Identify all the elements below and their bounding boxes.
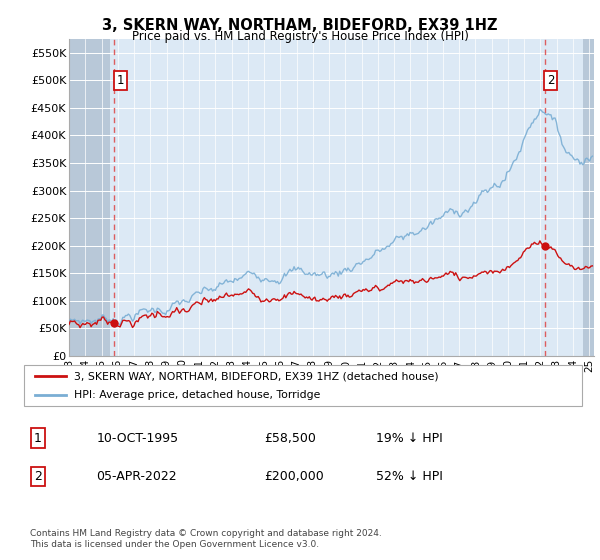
Text: 10-OCT-1995: 10-OCT-1995 — [97, 432, 179, 445]
Text: 52% ↓ HPI: 52% ↓ HPI — [376, 470, 442, 483]
Text: £58,500: £58,500 — [264, 432, 316, 445]
Text: 3, SKERN WAY, NORTHAM, BIDEFORD, EX39 1HZ (detached house): 3, SKERN WAY, NORTHAM, BIDEFORD, EX39 1H… — [74, 371, 439, 381]
Text: 2: 2 — [547, 74, 554, 87]
Text: 05-APR-2022: 05-APR-2022 — [97, 470, 177, 483]
Text: 1: 1 — [34, 432, 42, 445]
Text: HPI: Average price, detached house, Torridge: HPI: Average price, detached house, Torr… — [74, 390, 320, 400]
Text: £200,000: £200,000 — [264, 470, 323, 483]
Text: 1: 1 — [116, 74, 124, 87]
Text: 3, SKERN WAY, NORTHAM, BIDEFORD, EX39 1HZ: 3, SKERN WAY, NORTHAM, BIDEFORD, EX39 1H… — [102, 18, 498, 33]
Bar — [583, 39, 594, 356]
Text: 19% ↓ HPI: 19% ↓ HPI — [376, 432, 442, 445]
Text: 2: 2 — [34, 470, 42, 483]
Bar — [69, 39, 110, 356]
Text: Contains HM Land Registry data © Crown copyright and database right 2024.
This d: Contains HM Land Registry data © Crown c… — [30, 529, 382, 549]
Text: Price paid vs. HM Land Registry's House Price Index (HPI): Price paid vs. HM Land Registry's House … — [131, 30, 469, 43]
FancyBboxPatch shape — [24, 365, 582, 406]
